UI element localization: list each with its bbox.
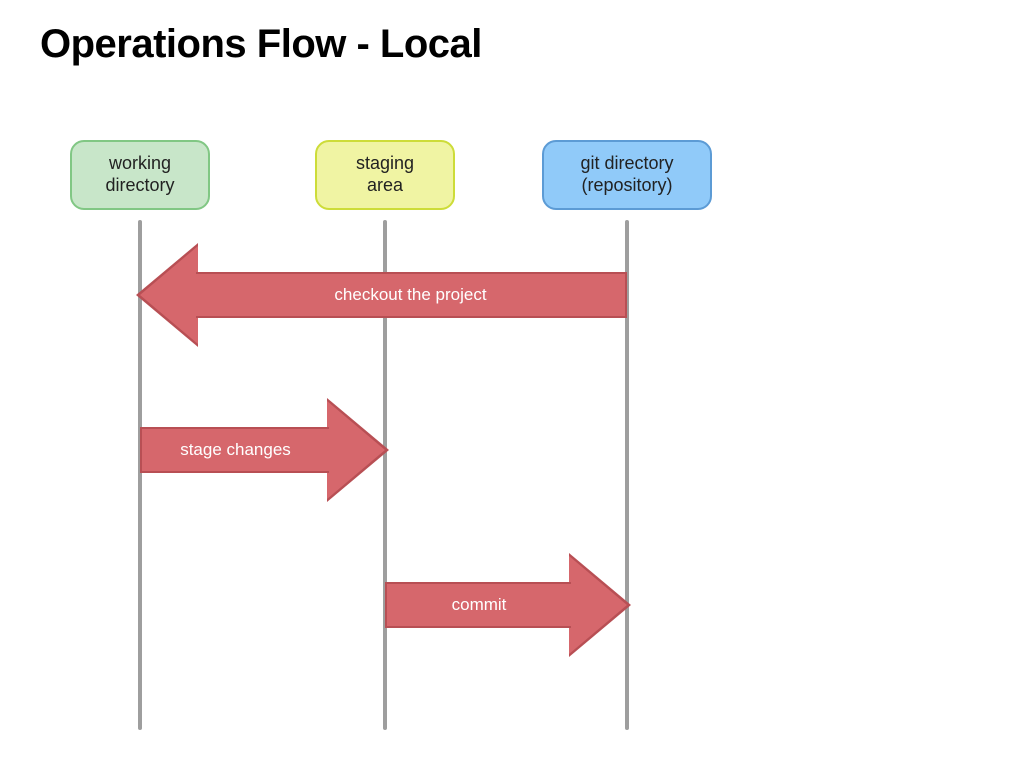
node-git-directory: git directory (repository) xyxy=(542,140,712,210)
node-working-directory: working directory xyxy=(70,140,210,210)
arrow-label-stage: stage changes xyxy=(140,427,329,473)
arrow-label-checkout: checkout the project xyxy=(196,272,627,318)
node-staging-area: staging area xyxy=(315,140,455,210)
operations-flow-diagram: working directory staging area git directo… xyxy=(50,130,750,750)
page-title: Operations Flow - Local xyxy=(40,22,482,67)
arrow-label-commit: commit xyxy=(385,582,571,628)
